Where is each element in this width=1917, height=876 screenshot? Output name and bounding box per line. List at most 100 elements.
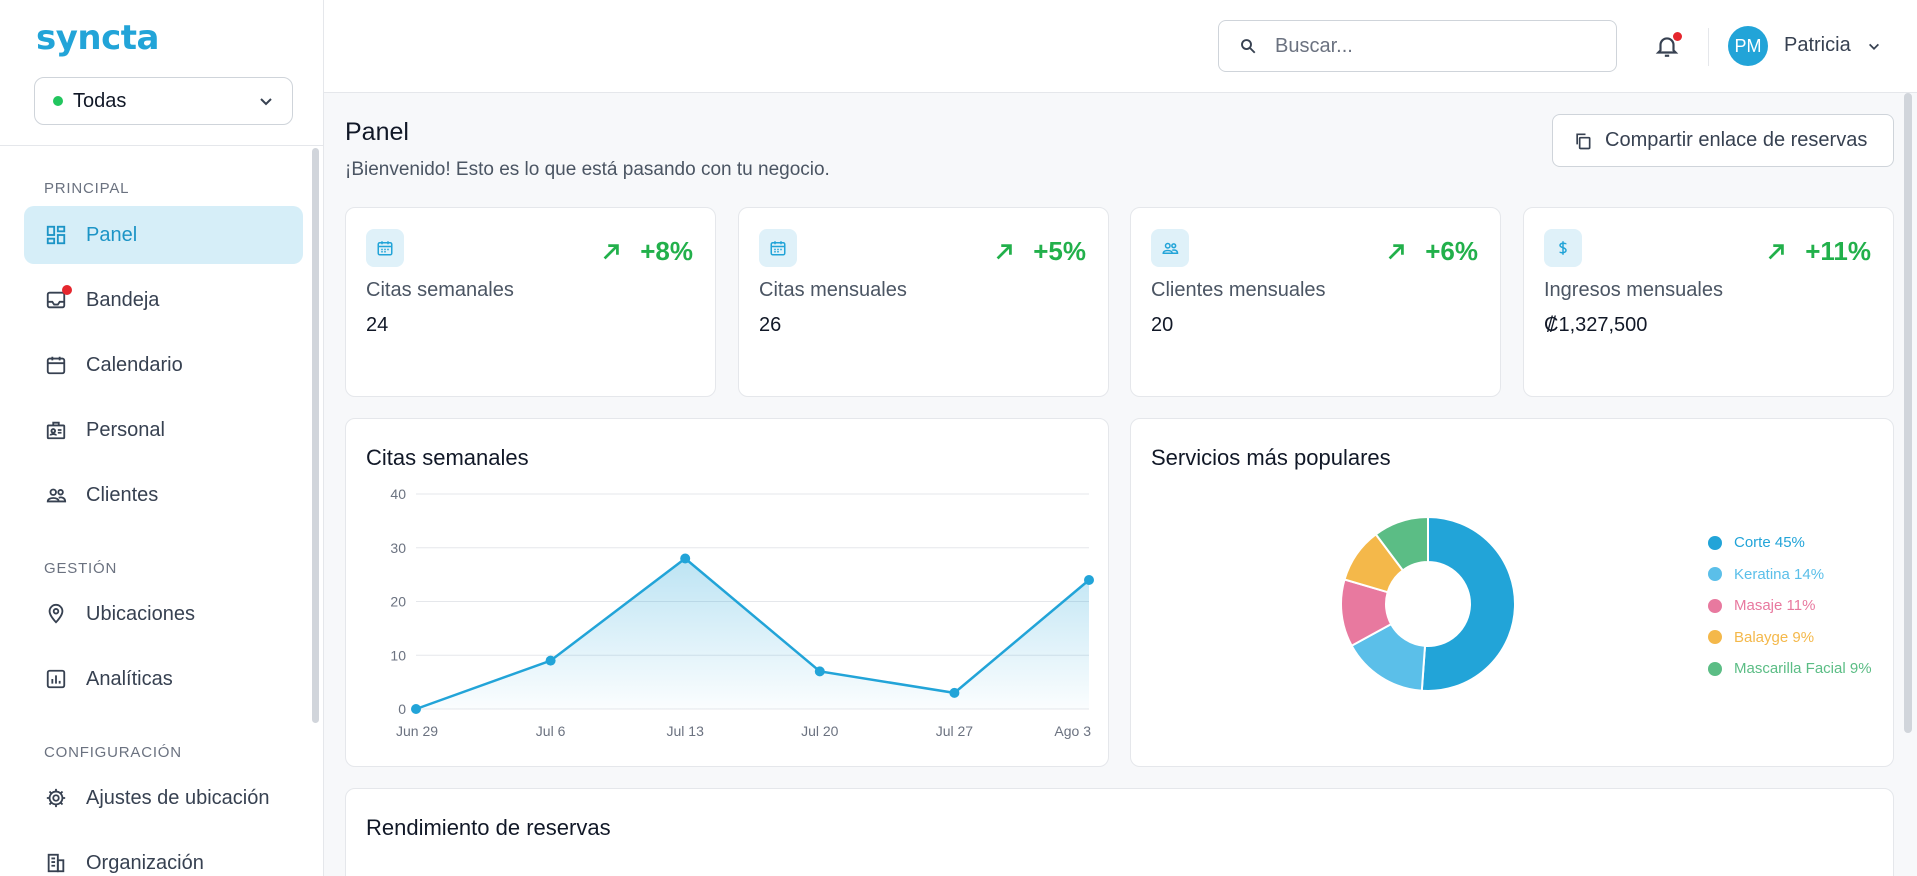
share-booking-link-button[interactable]: Compartir enlace de reservas <box>1552 114 1894 167</box>
legend-item[interactable]: Keratina 14% <box>1708 559 1872 591</box>
page-subtitle: ¡Bienvenido! Esto es lo que está pasando… <box>345 159 830 180</box>
popular-services-chart-card: Servicios más populares Corte 45% Keratin… <box>1130 418 1894 767</box>
pie-slice[interactable] <box>1374 515 1429 572</box>
pie-slice[interactable] <box>1420 515 1516 692</box>
section-label-principal: PRINCIPAL <box>44 180 130 197</box>
booking-performance-card: Rendimiento de reservas <box>345 788 1894 876</box>
data-point[interactable] <box>680 553 691 564</box>
data-point[interactable] <box>411 704 421 714</box>
legend-item[interactable]: Mascarilla Facial 9% <box>1708 653 1872 685</box>
dashboard-icon <box>44 223 68 247</box>
legend-swatch <box>1708 661 1722 676</box>
sidebar-item-organizacion[interactable]: Organización <box>24 834 303 876</box>
series-line <box>415 556 1090 711</box>
share-button-label: Compartir enlace de reservas <box>1605 129 1868 151</box>
notification-badge <box>62 285 72 295</box>
search-box[interactable] <box>1218 20 1617 72</box>
chart-legend: Corte 45% Keratina 14% Masaje 11% Balayge 9… <box>1708 527 1872 685</box>
sidebar-item-label: Ubicaciones <box>86 602 195 625</box>
arrow-up-right-icon <box>1768 243 1784 259</box>
legend-item[interactable]: Balayge 9% <box>1708 622 1872 654</box>
sidebar-item-label: Ajustes de ubicación <box>86 786 270 809</box>
location-selector[interactable]: Todas <box>34 77 293 125</box>
building-icon <box>44 851 68 875</box>
sidebar-item-ubicaciones[interactable]: Ubicaciones <box>24 585 303 643</box>
legend-item[interactable]: Corte 45% <box>1708 527 1872 559</box>
y-tick-label: 10 <box>390 647 406 663</box>
y-tick-label: 40 <box>390 486 406 502</box>
legend-item[interactable]: Masaje 11% <box>1708 590 1872 622</box>
stat-label: Citas mensuales <box>759 279 907 301</box>
trend-indicator: +11% <box>1765 236 1871 267</box>
trend-indicator: +5% <box>993 236 1086 267</box>
section-title: Rendimiento de reservas <box>366 815 611 840</box>
stat-label: Clientes mensuales <box>1151 279 1326 301</box>
sidebar-item-panel[interactable]: Panel <box>24 206 303 264</box>
sidebar-item-clientes[interactable]: Clientes <box>24 466 303 524</box>
bell-icon <box>1655 37 1679 57</box>
sidebar-item-label: Personal <box>86 418 165 441</box>
main-scrollbar[interactable] <box>1904 93 1912 733</box>
stat-value: 20 <box>1151 314 1174 336</box>
stat-card-weekly-appointments: +8% Citas semanales 24 <box>345 207 716 397</box>
chevron-down-icon[interactable] <box>1867 40 1881 54</box>
stat-value: 24 <box>366 314 389 336</box>
stat-card-monthly-clients: +6% Clientes mensuales 20 <box>1130 207 1501 397</box>
legend-label: Keratina 14% <box>1734 565 1825 583</box>
x-tick-label: Jul 6 <box>536 723 566 739</box>
location-selector-value: Todas <box>73 89 127 112</box>
stat-card-monthly-appointments: +5% Citas mensuales 26 <box>738 207 1109 397</box>
data-point[interactable] <box>814 666 825 677</box>
brand-logo[interactable]: syncta <box>36 18 159 58</box>
sidebar-item-bandeja[interactable]: Bandeja <box>24 271 303 329</box>
sidebar-item-calendario[interactable]: Calendario <box>24 336 303 394</box>
sidebar-item-label: Analíticas <box>86 667 173 690</box>
arrow-up-right-icon <box>603 243 620 259</box>
data-point[interactable] <box>545 655 556 666</box>
weekly-appointments-chart-card: Citas semanales 0 10 20 30 40 Jun 29 Jul 6 Jul … <box>345 418 1109 767</box>
status-dot-icon <box>53 96 63 106</box>
arrow-up-right-icon <box>1388 243 1405 259</box>
staff-badge-icon <box>44 418 68 442</box>
sidebar-item-personal[interactable]: Personal <box>24 401 303 459</box>
notifications-button[interactable] <box>1654 32 1682 60</box>
trend-value: +5% <box>1033 236 1086 266</box>
popular-services-chart <box>1340 515 1516 692</box>
data-point[interactable] <box>1084 575 1094 585</box>
x-tick-label: Jun 29 <box>396 723 438 739</box>
sidebar-divider <box>0 145 323 146</box>
sidebar-item-analiticas[interactable]: Analíticas <box>24 650 303 708</box>
gear-icon <box>44 786 68 810</box>
sidebar: syncta Todas PRINCIPAL Panel Bandeja Cal… <box>0 0 324 876</box>
location-pin-icon <box>44 602 68 626</box>
x-tick-label: Jul 13 <box>667 723 705 739</box>
legend-swatch <box>1708 598 1722 613</box>
trend-value: +11% <box>1805 236 1871 266</box>
legend-swatch <box>1708 630 1722 645</box>
chevron-down-icon <box>260 98 272 106</box>
avatar[interactable]: PM <box>1728 26 1768 66</box>
x-tick-label: Ago 3 <box>1054 723 1091 739</box>
search-input[interactable] <box>1275 34 1595 58</box>
user-name[interactable]: Patricia <box>1784 34 1851 56</box>
sidebar-item-label: Panel <box>86 223 138 246</box>
calendar-icon <box>366 229 404 267</box>
calendar-icon <box>759 229 797 267</box>
legend-label: Masaje 11% <box>1734 597 1816 615</box>
stat-label: Ingresos mensuales <box>1544 279 1723 301</box>
trend-value: +8% <box>640 236 693 266</box>
page-title: Panel <box>345 118 409 146</box>
analytics-icon <box>44 667 68 691</box>
legend-label: Corte 45% <box>1734 534 1805 552</box>
top-header: PM Patricia <box>324 0 1917 93</box>
sidebar-item-label: Bandeja <box>86 288 160 311</box>
chart-title: Citas semanales <box>366 445 529 470</box>
weekly-appointments-chart: 0 10 20 30 40 Jun 29 Jul 6 Jul 13 Jul 20 Jul 27 Ag… <box>390 486 1094 739</box>
y-tick-label: 20 <box>390 594 406 610</box>
copy-icon <box>1576 133 1591 149</box>
stat-value: 26 <box>759 314 782 336</box>
data-point[interactable] <box>949 687 960 698</box>
sidebar-item-ajustes-de-ubicacion[interactable]: Ajustes de ubicación <box>24 769 303 827</box>
sidebar-scrollbar[interactable] <box>312 148 319 723</box>
y-tick-label: 30 <box>390 540 406 556</box>
